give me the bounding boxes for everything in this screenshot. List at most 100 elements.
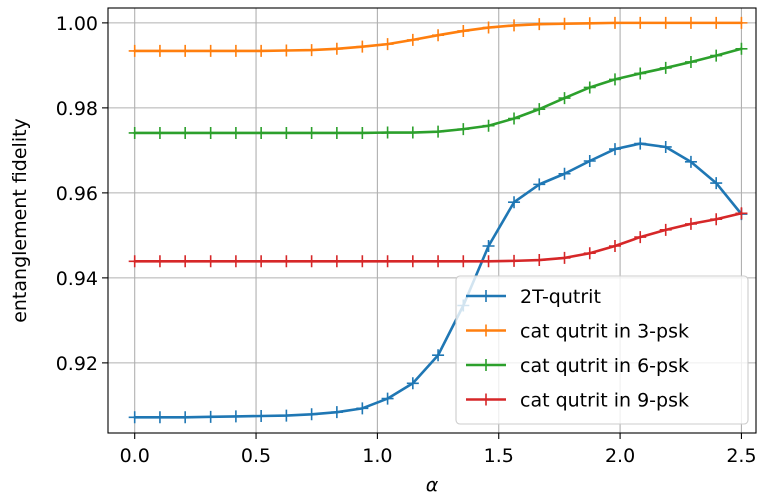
data-point bbox=[482, 240, 495, 252]
data-point bbox=[432, 29, 445, 42]
data-point bbox=[608, 73, 621, 86]
data-point bbox=[330, 42, 343, 55]
data-point bbox=[684, 55, 697, 68]
data-point bbox=[356, 40, 369, 53]
y-tick-label: 0.96 bbox=[56, 183, 98, 205]
data-point bbox=[204, 410, 217, 423]
x-tick-label: 1.5 bbox=[484, 445, 514, 467]
data-point bbox=[608, 240, 621, 252]
y-tick-label: 1.00 bbox=[56, 13, 98, 35]
data-point bbox=[406, 33, 419, 46]
data-point bbox=[305, 44, 318, 57]
data-point bbox=[659, 140, 672, 153]
data-point bbox=[634, 137, 647, 150]
data-point bbox=[204, 126, 217, 139]
data-point bbox=[482, 255, 495, 268]
data-point bbox=[280, 409, 293, 422]
y-axis: 0.92 0.94 0.96 0.98 1.00 bbox=[56, 13, 108, 375]
data-point bbox=[558, 92, 571, 105]
data-point bbox=[659, 223, 672, 236]
data-point bbox=[634, 67, 647, 80]
data-point bbox=[533, 103, 546, 116]
x-axis: 0.0 0.5 1.0 1.5 2.0 2.5 bbox=[120, 433, 757, 467]
data-point bbox=[305, 255, 318, 268]
data-point bbox=[659, 61, 672, 74]
x-tick-label: 2.0 bbox=[605, 445, 635, 467]
legend-marker bbox=[480, 324, 492, 337]
data-point bbox=[457, 24, 470, 37]
data-point bbox=[634, 16, 647, 29]
data-point bbox=[305, 408, 318, 421]
data-point bbox=[179, 44, 192, 57]
legend-item: cat qutrit in 6-psk bbox=[466, 355, 689, 377]
data-point bbox=[508, 254, 521, 267]
data-point bbox=[153, 44, 166, 57]
legend-box bbox=[455, 275, 749, 425]
data-point bbox=[179, 411, 192, 424]
data-point bbox=[406, 377, 419, 390]
legend-marker bbox=[480, 359, 492, 371]
y-tick-label: 0.98 bbox=[56, 98, 98, 120]
data-point bbox=[533, 178, 546, 191]
data-point bbox=[179, 255, 192, 268]
data-point bbox=[128, 411, 141, 424]
data-point bbox=[684, 16, 697, 29]
data-point bbox=[457, 123, 470, 136]
data-point bbox=[735, 16, 748, 29]
legend-label: cat qutrit in 9-psk bbox=[520, 390, 689, 412]
data-point bbox=[381, 255, 394, 268]
data-point bbox=[128, 44, 141, 57]
data-point bbox=[356, 255, 369, 268]
data-point bbox=[608, 16, 621, 29]
data-point bbox=[330, 406, 343, 419]
data-point bbox=[583, 81, 596, 94]
data-point bbox=[583, 155, 596, 167]
data-point bbox=[280, 255, 293, 268]
data-point bbox=[482, 119, 495, 132]
x-tick-label: 1.0 bbox=[362, 445, 392, 467]
data-point bbox=[432, 125, 445, 138]
data-point bbox=[356, 126, 369, 139]
data-point bbox=[255, 410, 268, 422]
data-point bbox=[255, 44, 268, 57]
data-point bbox=[432, 349, 445, 362]
data-point bbox=[533, 18, 546, 31]
data-point bbox=[735, 42, 748, 55]
data-point bbox=[533, 254, 546, 267]
data-point bbox=[558, 167, 571, 180]
data-point bbox=[508, 112, 521, 125]
data-point bbox=[508, 196, 521, 209]
data-point bbox=[710, 177, 723, 190]
legend-marker bbox=[480, 393, 492, 406]
series-2 bbox=[128, 42, 748, 139]
data-point bbox=[508, 19, 521, 32]
x-tick-label: 0.0 bbox=[120, 445, 150, 467]
legend-marker bbox=[480, 290, 492, 302]
series-1 bbox=[128, 16, 748, 57]
data-point bbox=[229, 126, 242, 139]
data-point bbox=[229, 255, 242, 268]
data-point bbox=[735, 207, 748, 220]
data-point bbox=[179, 126, 192, 139]
data-point bbox=[634, 231, 647, 244]
series-0 bbox=[128, 137, 748, 424]
legend-label: cat qutrit in 6-psk bbox=[520, 355, 689, 377]
data-point bbox=[330, 255, 343, 268]
data-point bbox=[659, 16, 672, 29]
x-tick-label: 2.5 bbox=[726, 445, 756, 467]
plot-frame bbox=[107, 7, 757, 434]
data-point bbox=[204, 255, 217, 268]
data-point bbox=[128, 255, 141, 268]
data-point bbox=[608, 143, 621, 156]
data-point bbox=[558, 251, 571, 264]
data-point bbox=[255, 126, 268, 139]
series-3 bbox=[128, 207, 748, 268]
data-point bbox=[583, 247, 596, 260]
data-point bbox=[710, 213, 723, 226]
data-point bbox=[381, 38, 394, 51]
data-point bbox=[330, 126, 343, 139]
legend-item: 2T-qutrit bbox=[466, 286, 601, 308]
series-layer bbox=[128, 16, 748, 424]
data-point bbox=[710, 49, 723, 62]
y-axis-label: entanglement fidelity bbox=[9, 118, 31, 323]
